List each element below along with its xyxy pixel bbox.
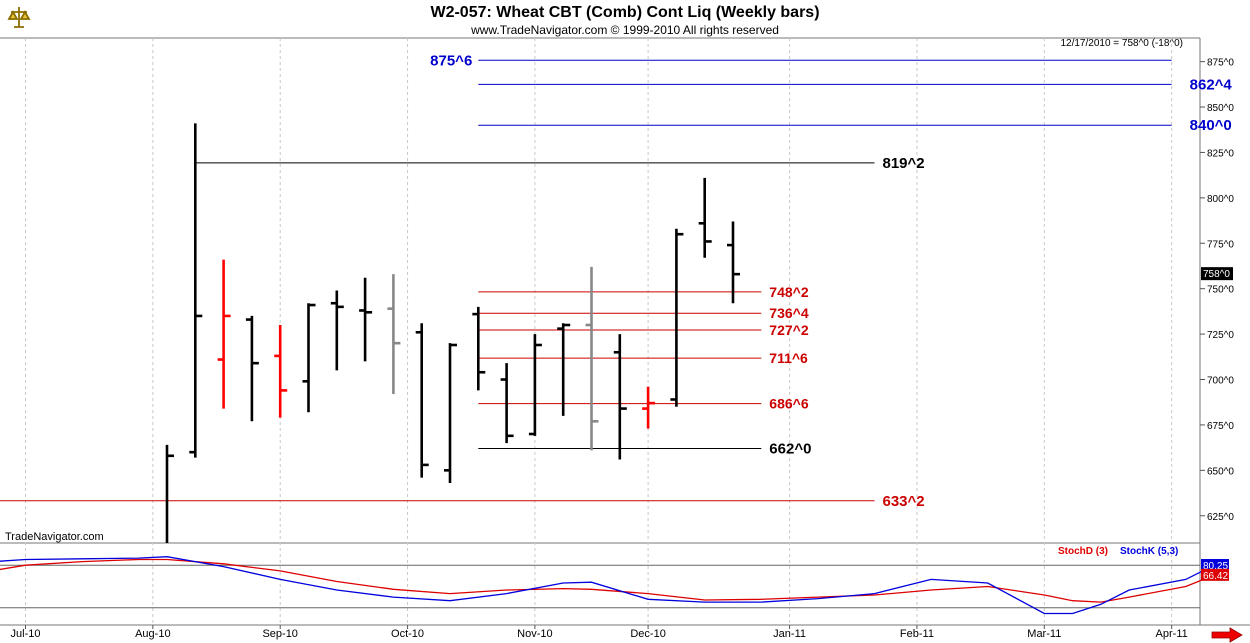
scale-logo-icon[interactable] — [6, 4, 32, 30]
y-tick-label: 750^0 — [1207, 285, 1234, 296]
level-label: 662^0 — [769, 441, 811, 458]
ohlc-bar — [302, 303, 316, 413]
ohlc-bar — [330, 290, 344, 371]
chart-subtitle: www.TradeNavigator.com © 1999-2010 All r… — [470, 23, 779, 37]
y-tick-label: 800^0 — [1207, 194, 1234, 205]
level-label: 819^2 — [883, 155, 925, 172]
y-tick-label: 825^0 — [1207, 148, 1234, 159]
ohlc-bar — [613, 334, 627, 460]
watermark-text: TradeNavigator.com — [5, 531, 104, 543]
x-tick-label: Mar-11 — [1027, 628, 1061, 640]
y-tick-label: 625^0 — [1207, 512, 1234, 523]
ohlc-bar — [415, 323, 429, 478]
stochd-legend: StochD (3) — [1058, 546, 1108, 557]
ohlc-bars — [165, 123, 740, 543]
last-value-tag-label: 758^0 — [1203, 269, 1230, 280]
stochk-legend: StochK (5,3) — [1120, 546, 1178, 557]
level-label: 840^0 — [1190, 117, 1232, 134]
level-label: 633^2 — [883, 493, 925, 510]
x-tick-label: Jan-11 — [773, 628, 806, 640]
y-tick-label: 700^0 — [1207, 376, 1234, 387]
ohlc-bar — [217, 259, 231, 409]
level-label: 727^2 — [769, 322, 809, 338]
ohlc-bar — [727, 221, 740, 304]
ohlc-bar — [500, 363, 514, 444]
stochastic-panel — [0, 556, 1215, 615]
chart-title: W2-057: Wheat CBT (Comb) Cont Liq (Weekl… — [430, 4, 819, 21]
x-tick-label: Apr-11 — [1156, 628, 1188, 640]
x-tick-label: Aug-10 — [135, 628, 170, 640]
last-value-tag: 758^0 — [1201, 267, 1233, 281]
y-tick-label: 850^0 — [1207, 103, 1234, 114]
level-label: 862^4 — [1190, 76, 1233, 93]
ohlc-bar — [528, 334, 542, 436]
stochd-value-tag: 66.42 — [1201, 568, 1229, 582]
ohlc-bar — [387, 274, 401, 395]
vertical-gridlines — [25, 38, 1173, 625]
level-label: 711^6 — [769, 350, 808, 366]
stochk-value-tag: 80.25 — [1201, 559, 1229, 572]
ohlc-bar — [165, 444, 174, 543]
y-tick-label: 675^0 — [1207, 421, 1234, 432]
scroll-right-arrow-icon[interactable] — [1211, 627, 1243, 643]
last-value-readout: 12/17/2010 = 758^0 (-18^0) — [1060, 38, 1183, 49]
level-label: 748^2 — [769, 284, 809, 300]
ohlc-bar — [670, 228, 684, 407]
y-tick-label: 875^0 — [1207, 58, 1234, 69]
stochd-line — [0, 558, 1215, 603]
ohlc-bar — [274, 325, 288, 418]
x-tick-label: Dec-10 — [630, 628, 665, 640]
ohlc-bar — [245, 315, 259, 422]
ohlc-bar — [642, 386, 656, 429]
ohlc-bar — [557, 323, 571, 416]
ohlc-bar — [359, 277, 373, 362]
y-tick-label: 775^0 — [1207, 239, 1234, 250]
ohlc-bar — [472, 306, 486, 391]
stochk-value-label: 80.25 — [1203, 561, 1228, 572]
price-axis: 625^0 650^0 675^0 700^0 725^0 750^0 775^0 800^0… — [1200, 58, 1234, 523]
x-tick-label: Nov-10 — [517, 628, 552, 640]
x-tick-label: Oct-10 — [391, 628, 424, 640]
x-tick-label: Jul-10 — [11, 628, 41, 640]
x-tick-label: Feb-11 — [900, 628, 934, 640]
level-label: 875^6 — [430, 52, 472, 69]
ohlc-bar — [698, 177, 712, 258]
date-axis: Jul-10 Aug-10 Sep-10 Oct-10 Nov-10 Dec-10 Jan-… — [11, 625, 1188, 640]
ohlc-bar — [444, 343, 457, 484]
x-tick-label: Sep-10 — [262, 628, 297, 640]
y-tick-label: 725^0 — [1207, 330, 1234, 341]
level-label: 736^4 — [769, 305, 809, 321]
ohlc-bar — [189, 123, 203, 458]
y-tick-label: 650^0 — [1207, 466, 1234, 477]
level-label: 686^6 — [769, 396, 809, 412]
ohlc-bar — [585, 266, 599, 451]
stochd-value-label: 66.42 — [1203, 571, 1228, 582]
stochk-line — [0, 556, 1215, 615]
